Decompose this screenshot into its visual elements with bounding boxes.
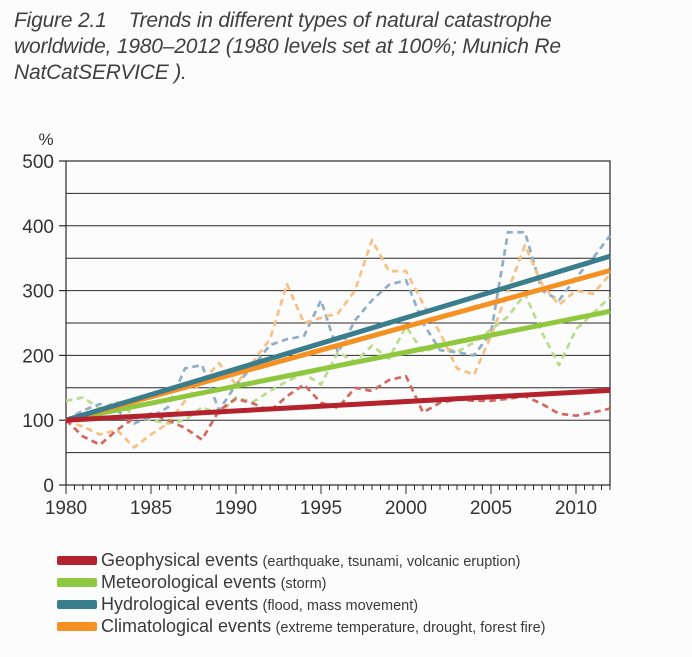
svg-text:2005: 2005 — [470, 498, 512, 519]
legend-item-geophysical: Geophysical events (earthquake, tsunami,… — [57, 549, 687, 571]
svg-text:300: 300 — [22, 282, 54, 303]
svg-text:400: 400 — [22, 217, 54, 238]
legend-label: Climatological events — [101, 615, 272, 636]
legend-detail-text: (storm) — [280, 575, 327, 592]
legend-detail-text: (flood, mass movement) — [262, 597, 419, 614]
legend-detail-text: (extreme temperature, drought, forest fi… — [275, 619, 546, 636]
figure-label: Figure 2.1 — [14, 9, 107, 32]
hydrological-swatch — [57, 599, 97, 609]
svg-text:%: % — [38, 130, 53, 149]
caption-line-3: NatCatSERVICE ). — [14, 61, 187, 84]
caption-text-1: Trends in different types of natural cat… — [128, 9, 552, 32]
svg-text:1985: 1985 — [130, 498, 172, 519]
svg-text:100: 100 — [22, 411, 54, 432]
svg-text:2010: 2010 — [555, 498, 597, 519]
svg-text:2000: 2000 — [385, 498, 427, 519]
legend-label: Hydrological events — [101, 593, 259, 614]
legend-label: Meteorological events — [101, 571, 277, 592]
legend-item-hydrological: Hydrological events (flood, mass movemen… — [57, 593, 687, 615]
caption-line-1: Figure 2.1 Trends in different types of n… — [14, 8, 674, 34]
svg-text:1995: 1995 — [300, 498, 342, 519]
svg-text:1990: 1990 — [215, 498, 257, 519]
svg-text:1980: 1980 — [45, 498, 87, 519]
trend-line-chart: 0 100 200 300 400 500 1980 1985 1990 1995 2000 2005… — [22, 130, 612, 519]
svg-text:500: 500 — [22, 152, 54, 173]
geophysical-swatch — [57, 555, 97, 565]
chart-legend: Geophysical events (earthquake, tsunami,… — [57, 549, 687, 637]
legend-detail-text: (earthquake, tsunami, volcanic eruption) — [262, 553, 521, 570]
figure-caption: Figure 2.1 Trends in different types of n… — [14, 8, 674, 86]
legend-label: Geophysical events — [101, 549, 259, 570]
climatological-swatch — [57, 621, 97, 631]
caption-line-2: worldwide, 1980–2012 (1980 levels set at… — [14, 35, 561, 58]
svg-text:200: 200 — [22, 346, 54, 367]
legend-item-meteorological: Meteorological events (storm) — [57, 571, 687, 593]
svg-text:0: 0 — [43, 476, 54, 497]
meteorological-swatch — [57, 577, 97, 587]
legend-item-climatological: Climatological events (extreme temperatu… — [57, 615, 687, 637]
